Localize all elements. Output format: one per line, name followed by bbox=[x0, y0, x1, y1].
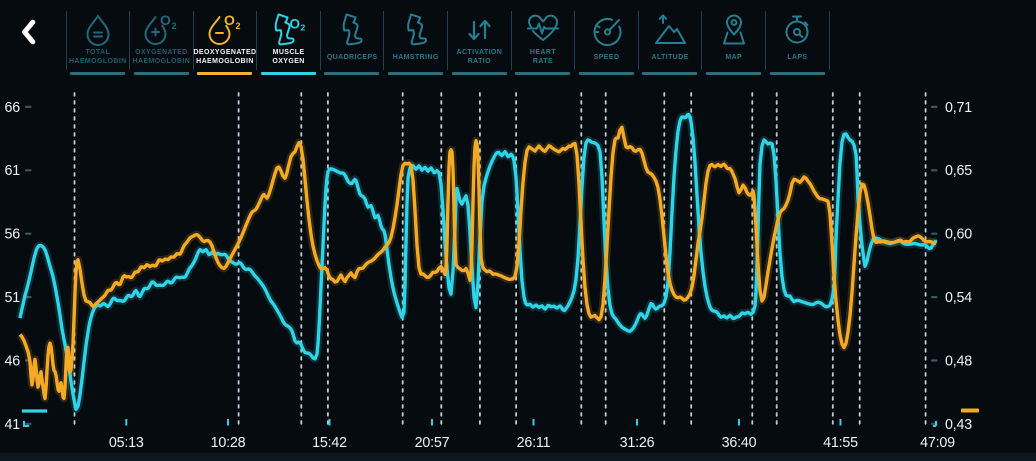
svg-text:51: 51 bbox=[4, 290, 20, 306]
svg-text:20:57: 20:57 bbox=[415, 435, 450, 451]
svg-text:10:28: 10:28 bbox=[211, 435, 246, 451]
svg-text:66: 66 bbox=[4, 100, 20, 116]
svg-text:0,54: 0,54 bbox=[945, 290, 972, 306]
svg-text:15:42: 15:42 bbox=[312, 435, 347, 451]
svg-text:05:13: 05:13 bbox=[109, 435, 144, 451]
svg-text:0,43: 0,43 bbox=[945, 417, 972, 433]
svg-text:0,60: 0,60 bbox=[945, 227, 972, 243]
svg-text:O: O bbox=[160, 12, 171, 28]
svg-text:2: 2 bbox=[172, 21, 177, 31]
svg-text:0,71: 0,71 bbox=[945, 100, 972, 116]
svg-text:47:09: 47:09 bbox=[920, 435, 955, 451]
svg-text:46: 46 bbox=[4, 353, 20, 369]
svg-text:61: 61 bbox=[4, 163, 20, 179]
svg-text:O: O bbox=[224, 12, 235, 28]
svg-text:36:40: 36:40 bbox=[722, 435, 757, 451]
svg-text:0,48: 0,48 bbox=[945, 353, 972, 369]
svg-text:41:55: 41:55 bbox=[823, 435, 858, 451]
svg-text:41: 41 bbox=[4, 417, 20, 433]
svg-text:O: O bbox=[289, 17, 300, 32]
svg-text:31:26: 31:26 bbox=[620, 435, 655, 451]
svg-text:2: 2 bbox=[235, 21, 240, 31]
svg-text:26:11: 26:11 bbox=[517, 435, 551, 451]
svg-text:0,65: 0,65 bbox=[945, 163, 972, 179]
svg-text:56: 56 bbox=[4, 227, 20, 243]
svg-text:2: 2 bbox=[300, 23, 305, 33]
